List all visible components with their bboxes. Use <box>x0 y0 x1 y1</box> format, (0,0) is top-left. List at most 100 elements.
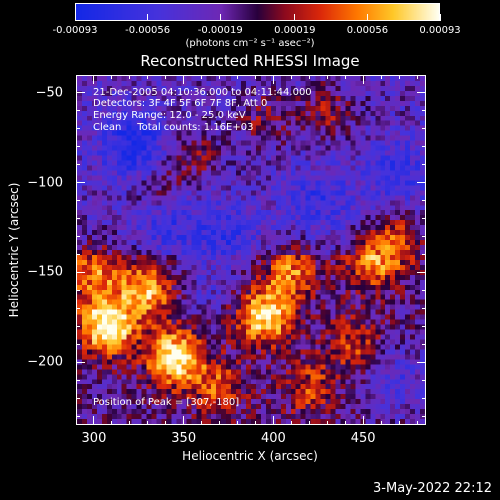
y-tick-mark <box>422 200 426 202</box>
y-tick-mark <box>76 146 80 148</box>
annotation-time-range: 21-Dec-2005 04:10:36.000 to 04:11:44.000 <box>93 87 312 98</box>
y-tick-label: −100 <box>27 175 63 191</box>
x-tick-mark <box>237 421 239 425</box>
colorbar-tick-mark <box>366 14 368 21</box>
y-tick-mark <box>422 289 426 291</box>
y-tick-mark <box>422 74 426 76</box>
x-tick-mark <box>308 421 310 425</box>
x-tick-mark <box>201 75 203 79</box>
x-tick-mark <box>147 421 149 425</box>
x-tick-mark <box>219 75 221 79</box>
y-tick-mark <box>417 361 426 363</box>
heatmap-image <box>77 76 425 424</box>
colorbar-tick-mark <box>294 14 296 21</box>
y-tick-mark <box>76 343 80 345</box>
y-tick-mark <box>76 271 85 273</box>
y-tick-mark <box>422 253 426 255</box>
y-tick-mark <box>76 253 80 255</box>
x-tick-mark <box>416 421 418 425</box>
x-tick-mark <box>272 75 274 84</box>
x-tick-mark <box>165 421 167 425</box>
y-tick-mark <box>76 379 80 381</box>
x-tick-mark <box>183 75 185 84</box>
colorbar-tick-mark <box>439 14 441 21</box>
y-tick-mark <box>417 271 426 273</box>
y-tick-mark <box>422 218 426 220</box>
y-tick-mark <box>76 415 80 417</box>
x-tick-label: 350 <box>171 431 197 446</box>
x-tick-mark <box>93 75 95 84</box>
y-tick-mark <box>422 397 426 399</box>
y-tick-mark <box>76 182 85 184</box>
x-tick-mark <box>129 421 131 425</box>
colorbar-tick-mark <box>74 14 76 21</box>
y-tick-mark <box>76 307 80 309</box>
x-tick-mark <box>398 421 400 425</box>
y-tick-mark <box>417 182 426 184</box>
x-tick-label: 450 <box>350 431 376 446</box>
x-tick-mark <box>290 421 292 425</box>
x-tick-mark <box>362 75 364 84</box>
y-tick-mark <box>76 200 80 202</box>
y-tick-mark <box>76 325 80 327</box>
x-tick-mark <box>344 421 346 425</box>
x-tick-label: 400 <box>261 431 286 446</box>
x-axis-label: Heliocentric X (arcsec) <box>182 449 318 463</box>
annotation-peak: Position of Peak = [307,-180] <box>93 397 240 408</box>
x-tick-mark <box>147 75 149 79</box>
colorbar-tick-mark <box>219 14 221 21</box>
annotation-detectors: Detectors: 3F 4F 5F 6F 7F 8F, Att 0 <box>93 98 268 109</box>
colorbar-tick-label: 0.00056 <box>346 25 389 36</box>
x-tick-mark <box>380 75 382 79</box>
chart-title: Reconstructed RHESSI Image <box>140 52 360 70</box>
y-tick-label: −200 <box>27 354 63 370</box>
y-tick-label: −50 <box>35 85 63 101</box>
x-tick-mark <box>93 416 95 425</box>
x-tick-mark <box>111 75 113 79</box>
y-tick-mark <box>422 110 426 112</box>
x-tick-mark <box>254 75 256 79</box>
x-tick-mark <box>308 75 310 79</box>
x-tick-mark <box>183 416 185 425</box>
x-tick-mark <box>111 421 113 425</box>
y-tick-mark <box>76 289 80 291</box>
y-tick-mark <box>76 128 80 130</box>
x-tick-mark <box>219 421 221 425</box>
annotation-clean: Clean Total counts: 1.16E+03 <box>93 122 254 133</box>
colorbar-units: (photons cm⁻² s⁻¹ asec⁻²) <box>185 38 315 49</box>
x-tick-mark <box>254 421 256 425</box>
y-tick-mark <box>422 164 426 166</box>
colorbar-tick-label: 0.00019 <box>274 25 316 36</box>
colorbar <box>75 3 440 21</box>
footer-timestamp: 3-May-2022 22:12 <box>373 481 492 496</box>
annotation-energy: Energy Range: 12.0 - 25.0 keV <box>93 110 246 121</box>
y-tick-mark <box>76 164 80 166</box>
x-tick-mark <box>416 75 418 79</box>
y-tick-mark <box>76 110 80 112</box>
x-tick-mark <box>237 75 239 79</box>
colorbar-tick-label: -0.00056 <box>125 25 171 36</box>
x-tick-mark <box>272 416 274 425</box>
y-tick-mark <box>76 92 85 94</box>
x-tick-mark <box>165 75 167 79</box>
y-tick-mark <box>422 236 426 238</box>
y-tick-mark <box>76 397 80 399</box>
colorbar-tick-label: 0.00093 <box>419 25 461 36</box>
colorbar-tick-label: -0.00093 <box>52 25 98 36</box>
x-tick-mark <box>398 75 400 79</box>
y-tick-mark <box>417 92 426 94</box>
y-tick-label: −150 <box>27 264 63 280</box>
y-tick-mark <box>76 218 80 220</box>
y-tick-mark <box>422 307 426 309</box>
x-tick-mark <box>326 75 328 79</box>
x-tick-mark <box>129 75 131 79</box>
y-axis-label: Heliocentric Y (arcsec) <box>7 182 21 318</box>
y-tick-mark <box>422 343 426 345</box>
x-tick-mark <box>201 421 203 425</box>
x-tick-mark <box>326 421 328 425</box>
x-tick-mark <box>290 75 292 79</box>
y-tick-mark <box>422 379 426 381</box>
colorbar-tick-mark <box>147 14 149 21</box>
x-tick-mark <box>362 416 364 425</box>
y-tick-mark <box>422 415 426 417</box>
